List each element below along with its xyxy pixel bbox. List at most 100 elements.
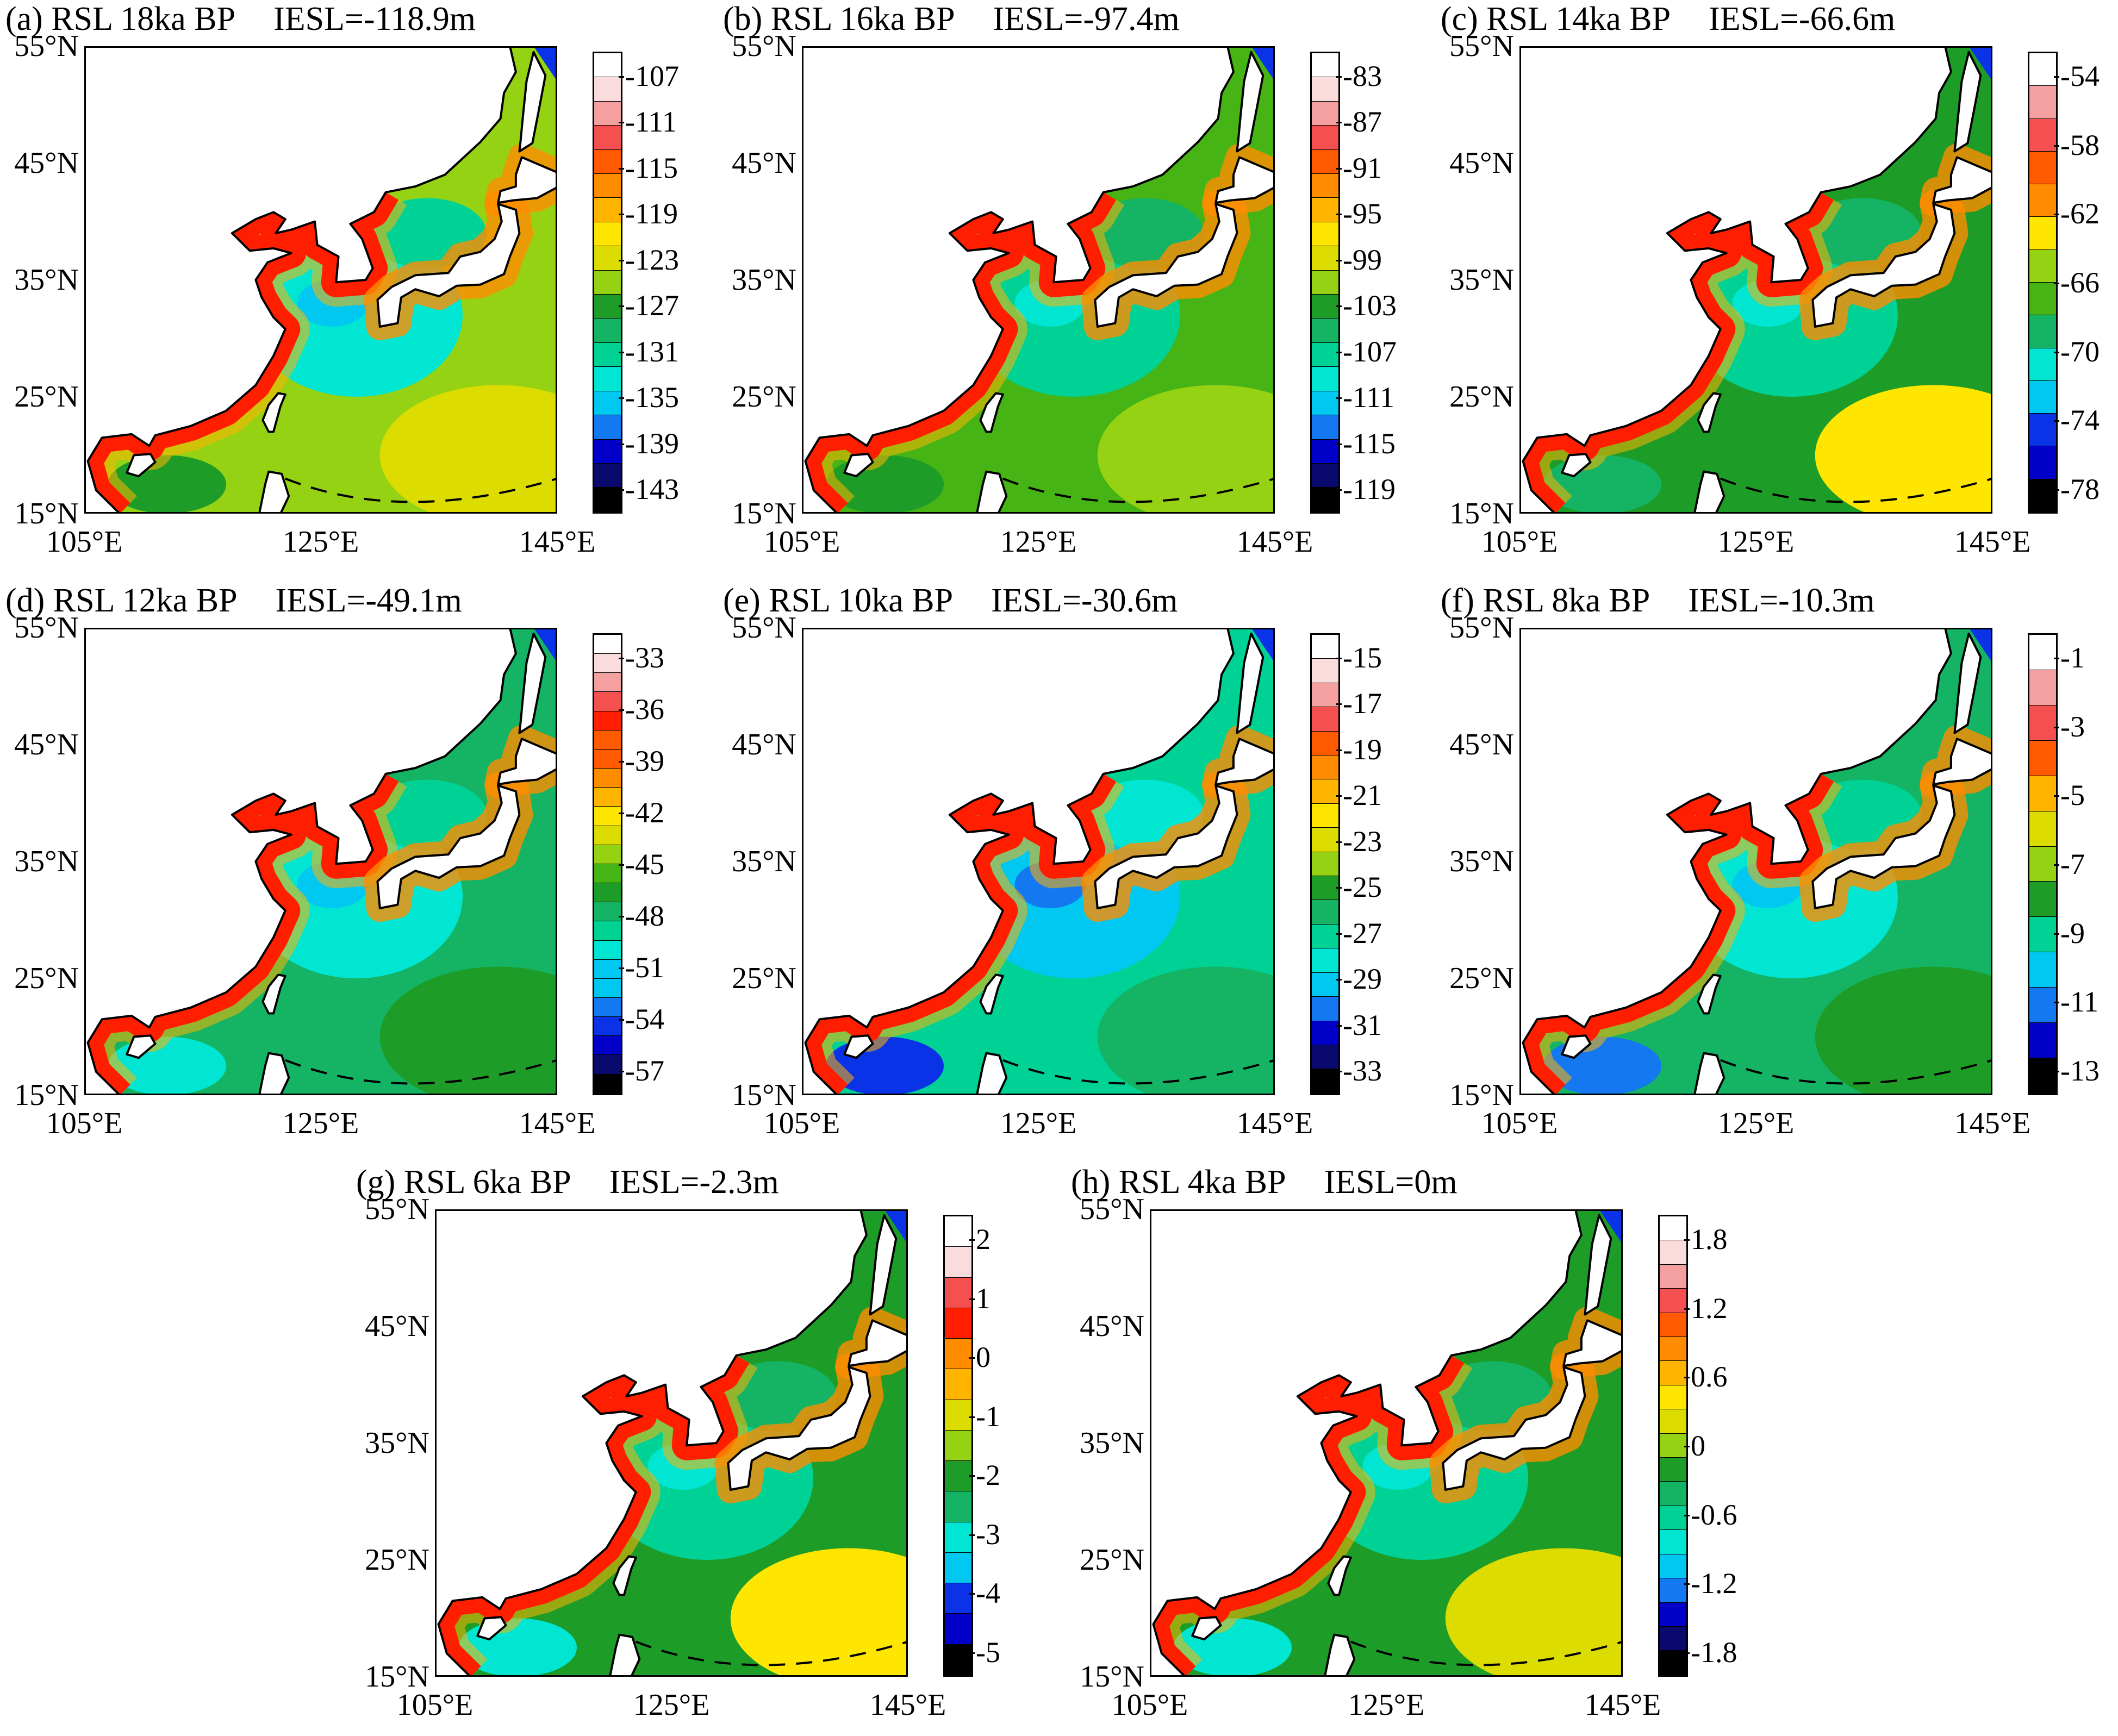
colorbar-segment xyxy=(594,77,621,102)
colorbar-segment xyxy=(594,222,621,247)
longitude-label: 105°E xyxy=(763,525,840,559)
map-panel: (a) RSL 18ka BP IESL=-118.9m 55°N 45°N 35°N 2… xyxy=(0,0,679,565)
panel-title: (a) RSL 18ka BP IESL=-118.9m xyxy=(5,0,476,39)
colorbar-tick-label: -103 xyxy=(1336,289,1397,322)
latitude-label: 15°N xyxy=(1449,1078,1514,1112)
panel-title: (g) RSL 6ka BP IESL=-2.3m xyxy=(356,1163,779,1202)
colorbar-tick-label: -143 xyxy=(619,473,679,505)
map-plot xyxy=(84,46,557,514)
colorbar-segment xyxy=(594,788,621,807)
colorbar-segment xyxy=(2029,217,2056,250)
panel-iesl-text: IESL=-118.9m xyxy=(273,1,476,38)
latitude-label: 55°N xyxy=(732,611,796,645)
colorbar-segment xyxy=(1312,488,1338,512)
colorbar-segment xyxy=(945,1552,971,1584)
panel-iesl-text: IESL=-66.6m xyxy=(1709,1,1896,38)
panel-title: (e) RSL 10ka BP IESL=-30.6m xyxy=(723,582,1178,620)
colorbar-segment xyxy=(1312,1045,1338,1070)
colorbar-tick-label: -135 xyxy=(619,381,679,414)
colorbar-segment xyxy=(594,415,621,440)
colorbar-segment xyxy=(594,149,621,174)
colorbar xyxy=(593,52,622,514)
colorbar-tick-label: -78 xyxy=(2054,473,2100,505)
colorbar-tick-label: -45 xyxy=(619,848,664,881)
colorbar-segment xyxy=(1312,779,1338,804)
colorbar-tick-label: 0 xyxy=(969,1341,991,1374)
colorbar-segment xyxy=(945,1644,971,1675)
map-panel: (g) RSL 6ka BP IESL=-2.3m 55°N 45°N 35°N 25°N… xyxy=(351,1163,1025,1728)
colorbar-segment xyxy=(1660,1554,1686,1579)
colorbar-segment xyxy=(2029,705,2056,741)
colorbar-segment xyxy=(945,1277,971,1308)
colorbar-segment xyxy=(1312,924,1338,949)
longitude-label: 105°E xyxy=(396,1688,474,1722)
colorbar-tick-label: -131 xyxy=(619,335,679,368)
colorbar-segment xyxy=(1312,900,1338,925)
latitude-label: 15°N xyxy=(1449,497,1514,530)
longitude-label: 105°E xyxy=(763,1107,840,1140)
colorbar-segment xyxy=(1312,270,1338,295)
colorbar-segment xyxy=(1660,1458,1686,1482)
colorbar-segment xyxy=(594,1017,621,1036)
colorbar-tick-label: -19 xyxy=(1336,733,1382,766)
colorbar-tick-label: -23 xyxy=(1336,825,1382,858)
colorbar-tick-label: -66 xyxy=(2054,266,2100,299)
map-panel: (h) RSL 4ka BP IESL=0m 55°N 45°N 35°N 25°N 15°… xyxy=(1066,1163,1740,1728)
colorbar-segment xyxy=(2029,776,2056,811)
map-plot xyxy=(1519,628,1992,1095)
colorbar-tick-label: -111 xyxy=(619,105,677,139)
colorbar-segment xyxy=(945,1583,971,1614)
longitude-label: 145°E xyxy=(519,525,596,559)
colorbar-segment xyxy=(2029,1023,2056,1059)
colorbar-segment xyxy=(594,319,621,343)
colorbar-tick-label: -42 xyxy=(619,796,664,829)
colorbar-segment xyxy=(1312,319,1338,343)
longitude-label: 145°E xyxy=(519,1107,596,1140)
panel-title: (d) RSL 12ka BP IESL=-49.1m xyxy=(5,582,462,620)
colorbar-tick-label: -4 xyxy=(969,1577,1000,1610)
colorbar-tick-label: -33 xyxy=(1336,1054,1382,1087)
panel-iesl-text: IESL=0m xyxy=(1324,1164,1457,1201)
colorbar-tick-label: -119 xyxy=(619,197,678,230)
colorbar-tick-label: 0 xyxy=(1684,1429,1705,1462)
colorbar-segment xyxy=(594,845,621,864)
panel-title-text: (d) RSL 12ka BP xyxy=(5,582,238,619)
colorbar-segment xyxy=(1660,1216,1686,1241)
colorbar-segment xyxy=(2029,151,2056,185)
colorbar-segment xyxy=(1312,295,1338,319)
latitude-label: 45°N xyxy=(1449,728,1514,761)
latitude-label: 45°N xyxy=(1080,1309,1144,1343)
colorbar-segment xyxy=(1660,1482,1686,1506)
colorbar-segment xyxy=(945,1247,971,1278)
latitude-label: 35°N xyxy=(732,263,796,297)
colorbar-segment xyxy=(594,864,621,884)
colorbar-segment xyxy=(945,1461,971,1492)
colorbar-tick-label: -2 xyxy=(969,1459,1000,1492)
colorbar-tick-label: -115 xyxy=(1336,427,1396,460)
colorbar-segment xyxy=(2029,184,2056,217)
longitude-label: 105°E xyxy=(46,1107,123,1140)
colorbar-segment xyxy=(1312,415,1338,440)
panel-iesl-text: IESL=-49.1m xyxy=(275,582,462,619)
colorbar-segment xyxy=(594,883,621,903)
latitude-label: 35°N xyxy=(14,845,79,878)
colorbar-segment xyxy=(2029,882,2056,917)
colorbar-tick-label: -70 xyxy=(2054,335,2100,368)
colorbar-segment xyxy=(1660,1264,1686,1289)
colorbar-tick-label: -54 xyxy=(619,1003,664,1035)
colorbar-segment xyxy=(945,1522,971,1553)
colorbar-segment xyxy=(2029,1058,2056,1094)
colorbar-tick-label: -87 xyxy=(1336,105,1382,139)
colorbar-segment xyxy=(594,53,621,78)
colorbar-tick-label: -39 xyxy=(619,745,664,777)
map-plot xyxy=(802,628,1275,1095)
colorbar-segment xyxy=(1312,174,1338,198)
colorbar xyxy=(1658,1215,1688,1677)
colorbar-segment xyxy=(594,997,621,1017)
colorbar-tick-label: -5 xyxy=(2054,779,2085,812)
longitude-label: 145°E xyxy=(1954,1107,2031,1140)
latitude-label: 55°N xyxy=(1449,29,1514,63)
colorbar-segment xyxy=(1312,683,1338,708)
map-plot xyxy=(1519,46,1992,514)
colorbar xyxy=(943,1215,973,1677)
